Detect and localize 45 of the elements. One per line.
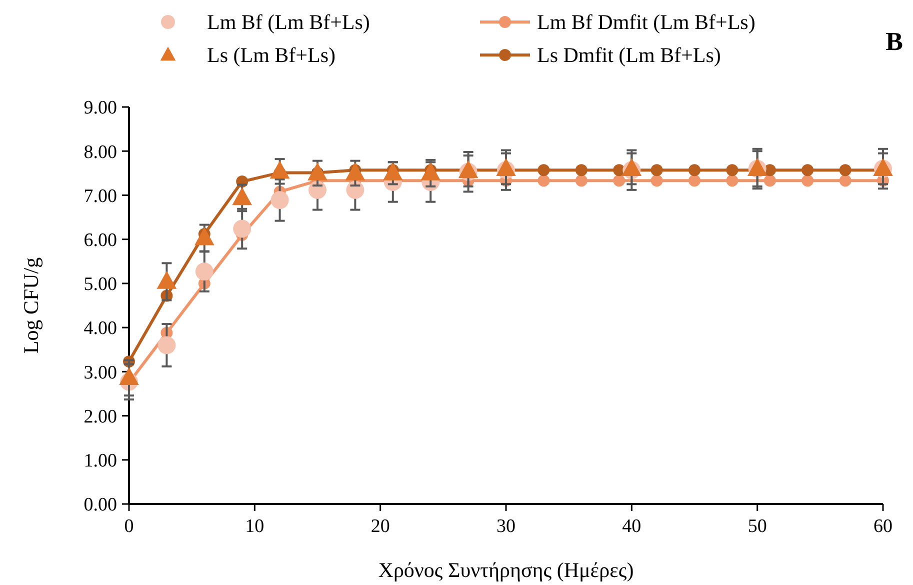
x-tick-label: 40 (622, 516, 642, 537)
legend-label: Ls (Lm Bf+Ls) (207, 43, 336, 67)
point (538, 174, 550, 187)
x-tick-label: 30 (496, 516, 516, 537)
point (688, 164, 700, 176)
point (650, 174, 663, 187)
point (119, 367, 139, 386)
y-tick-label: 5.00 (84, 274, 117, 296)
point (839, 174, 852, 187)
x-tick-label: 20 (370, 516, 390, 537)
point (839, 164, 852, 176)
y-tick-label: 2.00 (84, 406, 117, 428)
point (802, 164, 814, 176)
point (575, 164, 588, 176)
y-tick-label: 7.00 (84, 186, 117, 207)
x-tick-label: 10 (245, 516, 264, 537)
point (726, 164, 738, 176)
y-tick-label: 1.00 (84, 450, 117, 472)
point (233, 220, 252, 238)
x-tick-label: 50 (748, 516, 767, 537)
point (575, 174, 588, 187)
x-axis-title: Χρόνος Συντήρησης (Ημέρες) (378, 558, 634, 582)
y-axis-title: Log CFU/g (19, 256, 43, 354)
point (688, 174, 700, 187)
point (764, 174, 776, 187)
point (270, 191, 289, 210)
x-tick-label: 60 (874, 516, 892, 537)
text: B (886, 27, 903, 56)
point (726, 174, 738, 187)
legend-label: Lm Bf (Lm Bf+Ls) (207, 10, 370, 34)
y-tick-label: 9.00 (84, 98, 117, 119)
legend-label: Lm Bf Dmfit (Lm Bf+Ls) (537, 10, 756, 34)
point (158, 336, 176, 354)
point (613, 174, 626, 187)
point (802, 174, 814, 187)
point (195, 262, 214, 281)
legend-label: Ls Dmfit (Lm Bf+Ls) (537, 43, 721, 67)
point (538, 164, 550, 176)
point (650, 164, 663, 176)
y-tick-label: 0.00 (84, 494, 117, 516)
y-tick-label: 6.00 (84, 230, 117, 251)
x-tick-label: 0 (124, 516, 134, 537)
y-tick-label: 4.00 (84, 318, 117, 340)
y-tick-label: 3.00 (84, 362, 117, 384)
y-tick-label: 8.00 (84, 142, 117, 163)
